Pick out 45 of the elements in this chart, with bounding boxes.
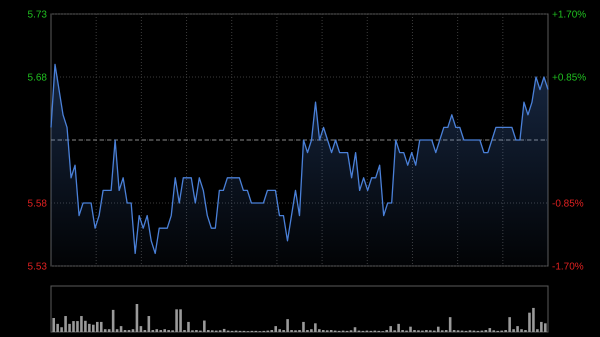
bar bbox=[540, 322, 543, 332]
bar bbox=[532, 308, 535, 332]
bar bbox=[286, 319, 289, 332]
bar bbox=[409, 326, 412, 332]
bar bbox=[187, 322, 190, 332]
bar bbox=[354, 327, 356, 332]
bar bbox=[88, 324, 91, 332]
y2-tick-label: +1.70% bbox=[552, 10, 586, 20]
y2-tick-label: +0.85% bbox=[552, 72, 586, 84]
bar bbox=[314, 323, 317, 332]
bar bbox=[163, 329, 166, 332]
bar bbox=[302, 322, 305, 332]
y2-tick-label: -1.70% bbox=[552, 262, 584, 272]
bar bbox=[222, 328, 226, 332]
bar bbox=[136, 304, 138, 332]
bar bbox=[155, 329, 158, 332]
bar bbox=[508, 317, 511, 332]
bar bbox=[96, 322, 99, 332]
bar bbox=[274, 326, 277, 332]
bar bbox=[80, 316, 83, 332]
bar bbox=[520, 329, 523, 332]
bar bbox=[120, 326, 122, 332]
bar bbox=[112, 310, 114, 332]
y-tick-label: 5.68 bbox=[28, 72, 48, 84]
bar bbox=[52, 318, 55, 332]
y-tick-label: 5.58 bbox=[28, 198, 48, 210]
y-tick-label: 5.53 bbox=[28, 262, 48, 272]
bar bbox=[203, 320, 206, 332]
y2-tick-label: -0.85% bbox=[552, 198, 584, 210]
bar bbox=[448, 317, 452, 332]
bar bbox=[544, 323, 547, 332]
bar bbox=[179, 309, 182, 332]
bar bbox=[516, 326, 519, 332]
bar bbox=[72, 321, 75, 332]
bar bbox=[278, 329, 281, 332]
bar bbox=[436, 326, 440, 332]
bar bbox=[92, 324, 95, 332]
y-tick-label: 5.73 bbox=[28, 10, 48, 20]
bar bbox=[175, 309, 178, 332]
bar bbox=[64, 316, 67, 332]
bar bbox=[100, 322, 103, 332]
bar bbox=[488, 328, 492, 332]
bar bbox=[148, 316, 150, 332]
bar bbox=[397, 324, 400, 332]
bar bbox=[389, 326, 392, 332]
